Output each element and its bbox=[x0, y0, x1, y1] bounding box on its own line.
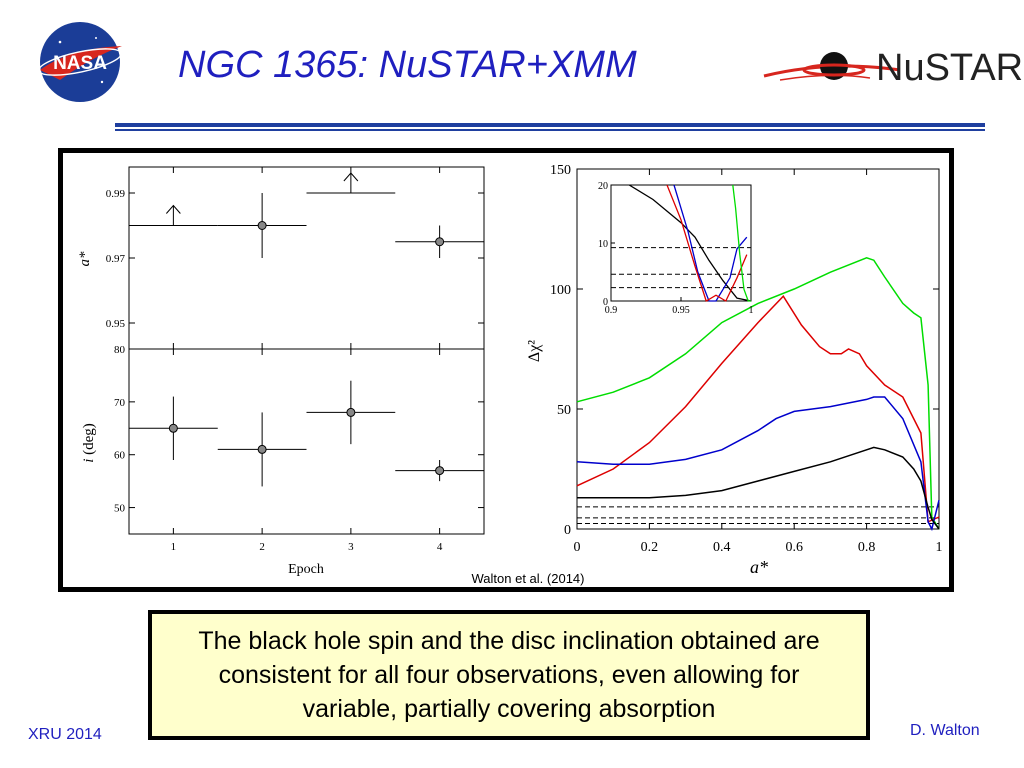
left-bottom-ylabel-unit: (deg) bbox=[81, 423, 97, 458]
series-line bbox=[577, 446, 940, 530]
left-bottom-panel: i (deg) Epoch 50 60 70 80 1 2 3 4 bbox=[81, 344, 485, 577]
figure-frame: a* 0.95 0.97 0.99 i (deg) Epoch 50 60 70 80 1 2… bbox=[58, 148, 954, 592]
data-point bbox=[257, 221, 267, 230]
x-tick-label: 2 bbox=[259, 541, 265, 553]
data-point bbox=[435, 466, 445, 476]
x-tick-label: 0.4 bbox=[713, 540, 731, 555]
series-line bbox=[673, 184, 748, 302]
y-tick-label: 70 bbox=[114, 397, 126, 409]
y-tick-label: 20 bbox=[598, 181, 608, 192]
series-line bbox=[732, 184, 751, 302]
left-top-panel: a* 0.95 0.97 0.99 bbox=[77, 166, 485, 350]
caption-text: The black hole spin and the disc inclina… bbox=[198, 627, 820, 723]
left-bottom-ylabel-symbol: i bbox=[81, 459, 97, 463]
y-tick-label: 100 bbox=[550, 283, 571, 298]
y-tick-label: 0 bbox=[564, 523, 571, 538]
y-tick-label: 50 bbox=[557, 403, 571, 418]
series-line bbox=[628, 184, 752, 302]
x-tick-label: 0.9 bbox=[605, 305, 618, 316]
x-tick-label: 0.2 bbox=[641, 540, 659, 555]
y-tick-label: 0.95 bbox=[106, 318, 126, 330]
x-tick-label: 4 bbox=[437, 541, 443, 553]
y-tick-label: 80 bbox=[114, 344, 126, 356]
series-line bbox=[576, 257, 940, 530]
citation: Walton et al. (2014) bbox=[472, 571, 585, 586]
left-top-ylabel: a* bbox=[77, 251, 93, 267]
right-ylabel: Δχ² bbox=[526, 340, 543, 362]
y-tick-label: 50 bbox=[114, 503, 126, 515]
series-line bbox=[666, 184, 748, 302]
data-point bbox=[257, 444, 267, 454]
x-tick-label: 0.95 bbox=[672, 305, 690, 316]
data-point bbox=[435, 237, 445, 247]
y-tick-label: 10 bbox=[598, 239, 608, 250]
limit-arrowhead bbox=[343, 172, 359, 182]
data-point bbox=[346, 407, 356, 417]
nustar-logo-text: NuSTAR bbox=[876, 47, 1022, 89]
y-tick-label: 150 bbox=[550, 163, 571, 178]
figure-plots: a* 0.95 0.97 0.99 i (deg) Epoch 50 60 70 80 1 2… bbox=[77, 163, 943, 586]
nasa-logo-text: NASA bbox=[53, 53, 107, 74]
y-tick-label: 0 bbox=[603, 297, 608, 308]
y-tick-label: 0.97 bbox=[106, 253, 126, 265]
series-line bbox=[576, 294, 940, 523]
title-divider bbox=[115, 123, 985, 132]
x-tick-label: 1 bbox=[749, 305, 754, 316]
footer-author: D. Walton bbox=[910, 722, 980, 739]
left-bottom-ylabel: i (deg) bbox=[81, 423, 97, 463]
y-tick-label: 60 bbox=[114, 450, 126, 462]
nasa-logo: NASA bbox=[38, 22, 122, 102]
footer-event: XRU 2014 bbox=[28, 726, 102, 743]
right-xlabel: a* bbox=[750, 557, 768, 577]
data-point bbox=[168, 423, 178, 433]
y-tick-label: 0.99 bbox=[106, 188, 126, 200]
x-tick-label: 3 bbox=[348, 541, 354, 553]
series-line bbox=[576, 396, 940, 532]
x-tick-label: 0.6 bbox=[785, 540, 803, 555]
x-tick-label: 1 bbox=[171, 541, 177, 553]
nustar-logo: NuSTAR bbox=[763, 47, 1022, 89]
left-bottom-xlabel: Epoch bbox=[288, 562, 324, 577]
x-tick-label: 1 bbox=[936, 540, 943, 555]
x-tick-label: 0.8 bbox=[858, 540, 876, 555]
caption-box: The black hole spin and the disc inclina… bbox=[148, 610, 870, 740]
slide-title: NGC 1365: NuSTAR+XMM bbox=[178, 44, 637, 86]
limit-arrowhead bbox=[165, 204, 181, 214]
x-tick-label: 0 bbox=[574, 540, 581, 555]
